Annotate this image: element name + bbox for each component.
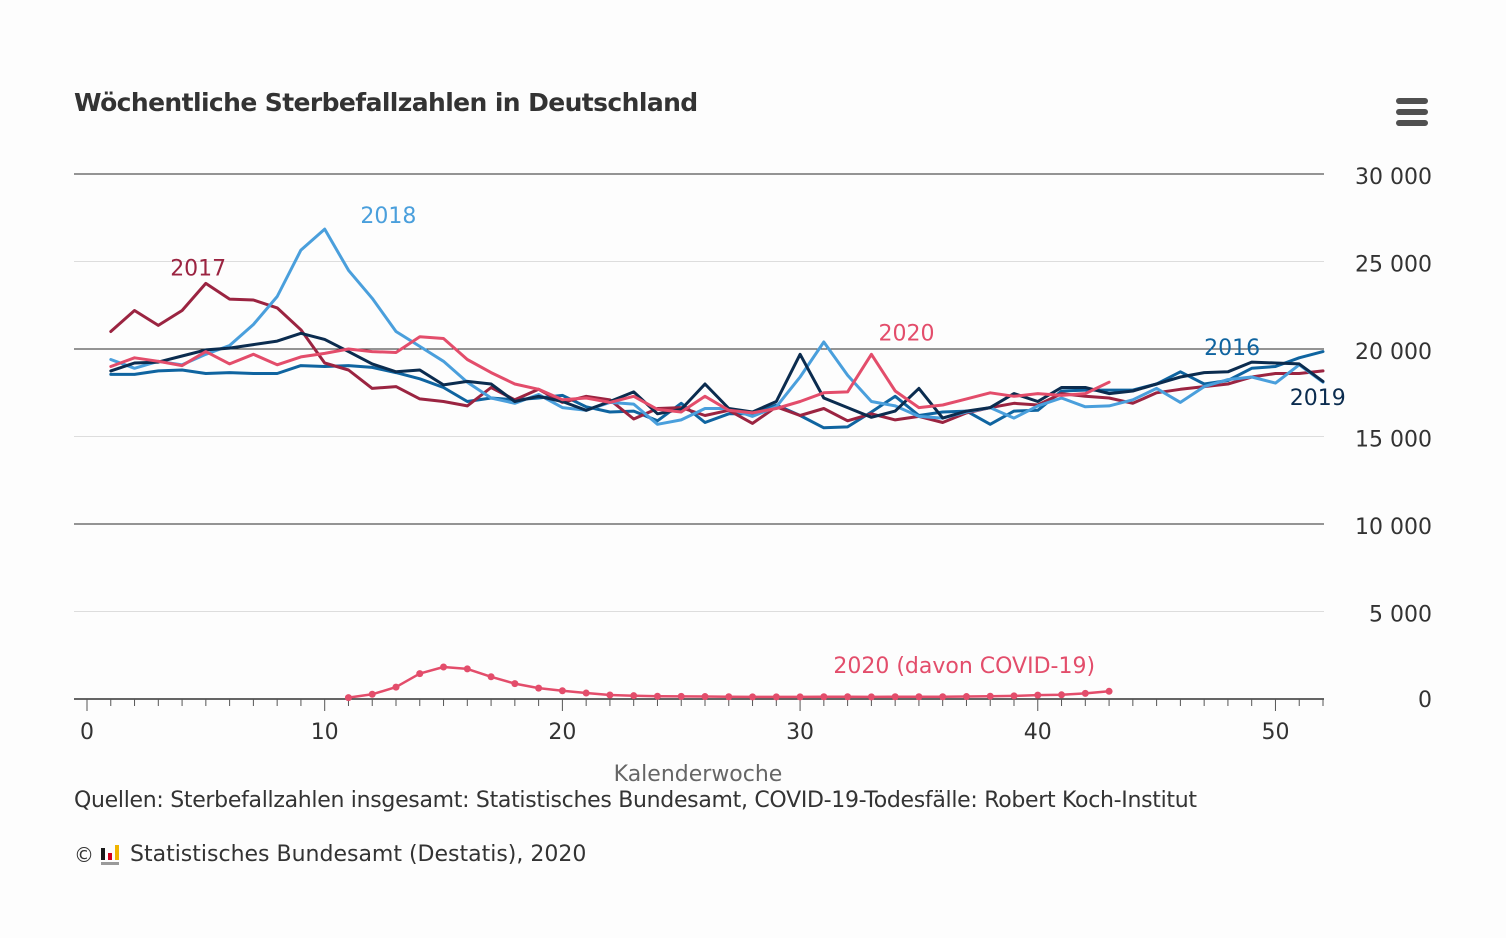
- data-point-2020-davon-covid-19: [511, 680, 519, 688]
- destatis-logo-icon: [101, 844, 119, 865]
- y-tick-label: 20 000: [1355, 340, 1432, 365]
- data-point-2020-davon-covid-19: [796, 693, 804, 701]
- series-label-2017: 2017: [170, 257, 226, 282]
- chart-title: Wöchentliche Sterbefallzahlen in Deutsch…: [74, 88, 698, 117]
- y-tick-label: 0: [1418, 688, 1432, 713]
- data-point-2020-davon-covid-19: [939, 693, 947, 701]
- data-point-2020-davon-covid-19: [867, 693, 875, 701]
- x-axis: 0 10 20 30 40 50: [74, 698, 1324, 745]
- data-point-2020-davon-covid-19: [416, 670, 424, 678]
- data-point-2020-davon-covid-19: [1010, 692, 1018, 700]
- series-lines: [109, 227, 1325, 702]
- data-point-2020-davon-covid-19: [677, 692, 685, 700]
- series-line-2016: [109, 350, 1325, 430]
- series-label-2019: 2019: [1290, 386, 1346, 411]
- x-tick-label: 20: [548, 720, 576, 745]
- y-tick-label: 5 000: [1369, 603, 1432, 628]
- series-line-2020: [109, 335, 1111, 415]
- data-point-2020-davon-covid-19: [630, 692, 638, 700]
- data-point-2020-davon-covid-19: [1081, 689, 1089, 697]
- data-point-2020-davon-covid-19: [368, 690, 376, 698]
- y-tick-label: 25 000: [1355, 253, 1432, 278]
- data-point-2020-davon-covid-19: [749, 693, 757, 701]
- data-point-2020-davon-covid-19: [582, 689, 590, 697]
- grid-lines: 0 5 000 10 000 15 000 20 000 25 000 30 000: [74, 165, 1432, 713]
- series-label-2020-davon-covid-19: 2020 (davon COVID-19): [833, 654, 1095, 679]
- x-tick-label: 50: [1261, 720, 1289, 745]
- y-tick-label: 15 000: [1355, 428, 1432, 453]
- data-point-2020-davon-covid-19: [535, 684, 543, 692]
- data-point-2020-davon-covid-19: [653, 692, 661, 700]
- x-tick-label: 0: [80, 720, 94, 745]
- data-point-2020-davon-covid-19: [820, 693, 828, 701]
- line-chart: 0 5 000 10 000 15 000 20 000 25 000 30 000 0 10…: [74, 165, 1432, 787]
- series-label-2016: 2016: [1204, 336, 1260, 361]
- source-note: Quellen: Sterbefallzahlen insgesamt: Sta…: [74, 788, 1197, 813]
- y-tick-label: 30 000: [1355, 165, 1432, 190]
- menu-bar: [1396, 109, 1428, 115]
- data-point-2020-davon-covid-19: [463, 665, 471, 673]
- data-point-2020-davon-covid-19: [1058, 691, 1066, 699]
- x-tick-label: 30: [786, 720, 814, 745]
- series-line-2019: [109, 331, 1325, 420]
- data-point-2020-davon-covid-19: [844, 693, 852, 701]
- data-point-2020-davon-covid-19: [392, 683, 400, 691]
- data-point-2020-davon-covid-19: [558, 687, 566, 695]
- credit-text: Statistisches Bundesamt (Destatis), 2020: [130, 842, 587, 867]
- data-point-2020-davon-covid-19: [701, 693, 709, 701]
- x-tick-label: 10: [311, 720, 339, 745]
- credits: © Statistisches Bundesamt (Destatis), 20…: [74, 842, 586, 867]
- x-tick-label: 40: [1024, 720, 1052, 745]
- data-point-2020-davon-covid-19: [1105, 687, 1113, 695]
- data-point-2020-davon-covid-19: [1034, 691, 1042, 699]
- data-point-2020-davon-covid-19: [725, 693, 733, 701]
- data-point-2020-davon-covid-19: [487, 673, 495, 681]
- menu-bar: [1396, 120, 1428, 126]
- copyright-icon: ©: [74, 842, 94, 867]
- data-point-2020-davon-covid-19: [440, 663, 448, 671]
- series-labels: 2016 2017 2018 2019 2020 2020 (davon COVID-19…: [170, 204, 1346, 679]
- data-point-2020-davon-covid-19: [986, 692, 994, 700]
- data-point-2020-davon-covid-19: [891, 693, 899, 701]
- menu-bar: [1396, 98, 1428, 104]
- data-point-2020-davon-covid-19: [606, 691, 614, 699]
- data-point-2020-davon-covid-19: [344, 694, 352, 702]
- series-label-2020: 2020: [879, 321, 935, 346]
- hamburger-menu-icon[interactable]: [1392, 94, 1432, 130]
- data-point-2020-davon-covid-19: [915, 693, 923, 701]
- data-point-2020-davon-covid-19: [962, 693, 970, 701]
- series-line-2018: [109, 227, 1325, 426]
- data-point-2020-davon-covid-19: [772, 693, 780, 701]
- y-tick-label: 10 000: [1355, 515, 1432, 540]
- series-label-2018: 2018: [360, 204, 416, 229]
- series-line-2017: [109, 281, 1325, 425]
- x-axis-title: Kalenderwoche: [614, 762, 783, 787]
